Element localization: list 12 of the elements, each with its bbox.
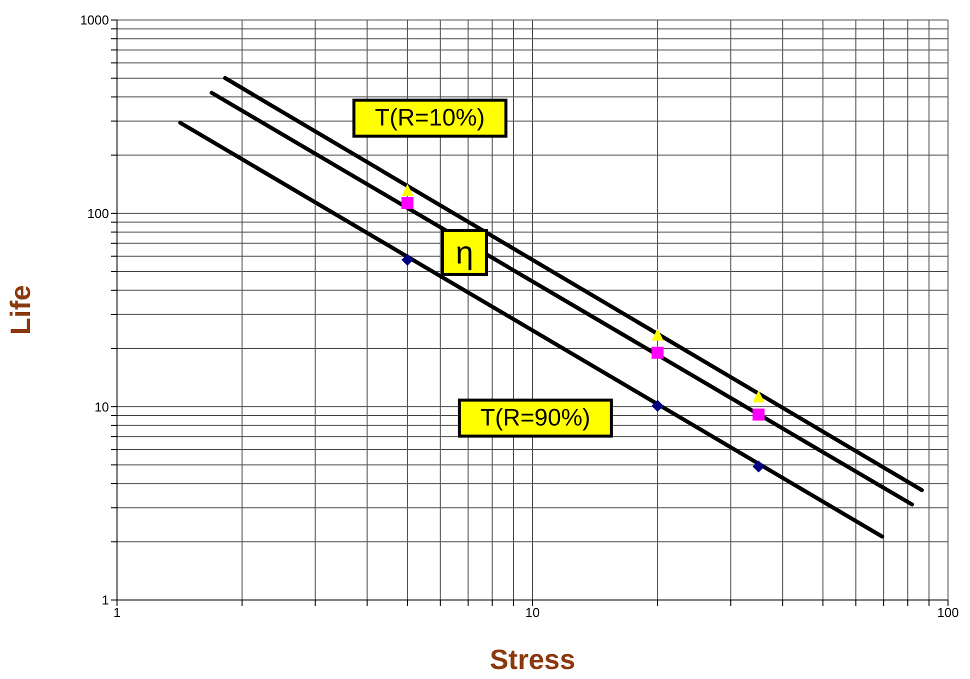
x-tick-label: 1 bbox=[113, 605, 121, 620]
y-axis-title: Life bbox=[4, 285, 36, 335]
series-label: T(R=10%) bbox=[374, 104, 485, 132]
x-tick-label: 10 bbox=[525, 605, 540, 620]
y-tick-label: 1000 bbox=[80, 12, 109, 28]
x-axis-title: Stress bbox=[490, 644, 576, 675]
x-tick-label: 100 bbox=[937, 605, 959, 620]
series-label: T(R=90%) bbox=[480, 404, 590, 432]
y-tick-label: 100 bbox=[87, 206, 109, 221]
y-tick-label: 1 bbox=[102, 592, 109, 608]
series-label: η bbox=[456, 234, 474, 270]
y-tick-label: 10 bbox=[94, 399, 109, 414]
